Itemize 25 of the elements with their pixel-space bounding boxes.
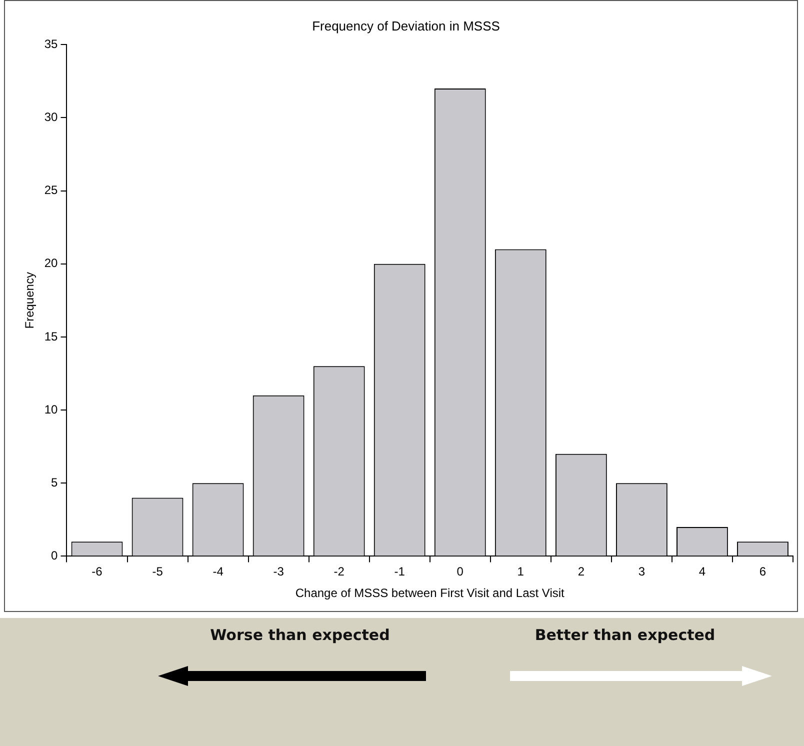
y-tick-label: 25 xyxy=(44,183,58,198)
y-axis-title: Frequency xyxy=(22,272,37,329)
y-tick-label: 15 xyxy=(44,329,58,344)
x-tick-label: 4 xyxy=(698,564,706,579)
x-tick-label: -4 xyxy=(212,564,224,579)
text: Worse than expected xyxy=(210,626,390,644)
y-tick-label: 0 xyxy=(51,548,58,563)
x-tick-label: 0 xyxy=(456,564,464,579)
y-tick-label: 20 xyxy=(44,256,58,270)
x-tick-label: -6 xyxy=(92,564,103,579)
chart-title: Frequency of Deviation in MSSS xyxy=(312,18,500,34)
text: Better than expected xyxy=(534,626,716,644)
x-axis-title: Change of MSSS between First Visit and Last Visit xyxy=(295,586,566,600)
x-tick-label: 1 xyxy=(517,564,524,579)
x-tick-label: 6 xyxy=(759,564,766,579)
x-tick-label: -1 xyxy=(394,564,406,579)
x-tick-label: -3 xyxy=(273,564,284,579)
y-tick-label: 10 xyxy=(44,402,58,416)
x-tick-label: 3 xyxy=(638,564,646,579)
y-tick-label: 35 xyxy=(44,36,58,51)
x-tick-label: 2 xyxy=(578,564,585,579)
x-tick-label: -5 xyxy=(152,564,164,579)
y-tick-label: 30 xyxy=(44,110,58,124)
y-tick-label: 5 xyxy=(51,475,58,490)
x-tick-label: -2 xyxy=(334,564,345,579)
